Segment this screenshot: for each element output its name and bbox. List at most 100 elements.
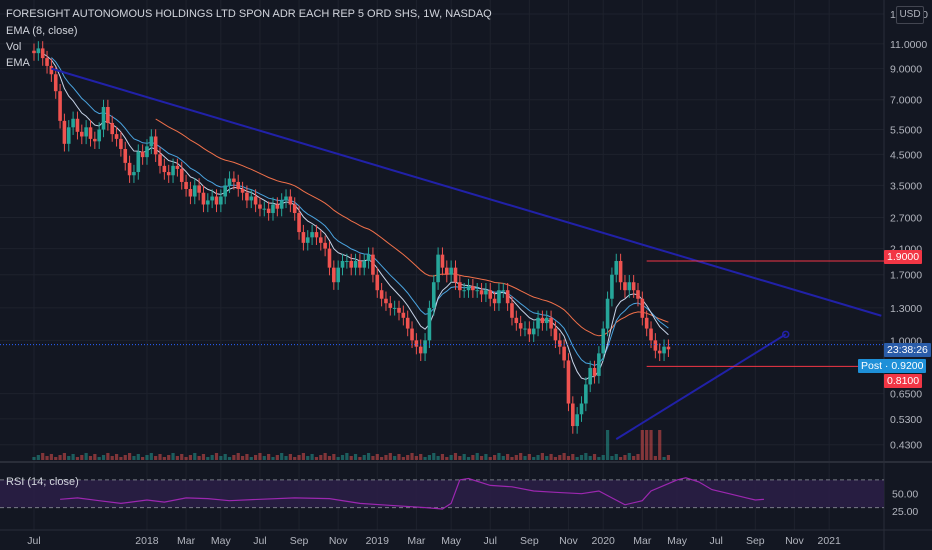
volume-bar <box>558 455 562 460</box>
candle-body <box>101 106 106 130</box>
candle-body <box>93 138 97 142</box>
candle-body <box>253 196 258 205</box>
volume-bar <box>284 456 288 460</box>
candle-body <box>323 242 327 249</box>
volume-bar <box>614 454 618 460</box>
trendline-handle <box>781 330 790 339</box>
volume-legend[interactable]: Vol <box>6 41 22 53</box>
candle-body <box>388 303 393 308</box>
price-axis-label: 2.7000 <box>890 213 922 225</box>
volume-bar <box>301 453 306 460</box>
volume-bar <box>427 455 432 460</box>
candle-body <box>188 189 193 197</box>
candle-body <box>119 138 123 149</box>
volume-bar <box>649 430 653 460</box>
volume-bar <box>236 453 240 460</box>
volume-bar <box>93 454 97 460</box>
ema-fast-legend[interactable]: EMA (8, close) <box>6 25 78 37</box>
volume-bar <box>397 454 401 460</box>
candle-body <box>488 290 493 299</box>
price-axis-label: 4.5000 <box>890 149 922 161</box>
volume-bar <box>353 454 358 460</box>
volume-bar <box>227 457 232 460</box>
volume-bar <box>501 456 505 460</box>
candle-body <box>219 196 223 205</box>
price-axis-label: 3.5000 <box>890 180 922 192</box>
candle-body <box>584 384 588 404</box>
candle-body <box>32 50 36 54</box>
volume-bar <box>49 454 53 460</box>
candle-body <box>305 237 310 243</box>
rsi-legend[interactable]: RSI (14, close) <box>6 476 79 488</box>
candle-body <box>544 317 549 324</box>
volume-bar <box>384 455 388 460</box>
volume-bar <box>314 457 319 460</box>
time-axis-label: May <box>441 535 462 547</box>
candle-body <box>162 165 167 173</box>
candle-body <box>592 367 597 376</box>
volume-bar <box>193 453 197 460</box>
candle-body <box>405 317 410 329</box>
volume-bar <box>332 454 336 460</box>
volume-bar <box>75 457 80 460</box>
ascending-trendline <box>615 333 787 440</box>
volume-bar <box>406 455 410 460</box>
candle-body <box>123 148 128 163</box>
candle-body <box>531 328 536 335</box>
candle-body <box>410 328 414 341</box>
time-axis-label: Jul <box>709 535 722 547</box>
volume-bar <box>267 454 271 460</box>
volume-bar <box>566 456 571 460</box>
currency-button[interactable]: USD <box>896 6 924 24</box>
volume-bar <box>62 453 67 460</box>
volume-bar <box>97 457 101 460</box>
candle-body <box>618 260 623 283</box>
candle-body <box>58 91 62 121</box>
rsi-line <box>60 477 765 510</box>
volume-bar <box>636 454 640 460</box>
candle-body <box>62 120 67 144</box>
candle-body <box>249 196 254 201</box>
volume-bar <box>536 455 540 460</box>
volume-bar <box>619 457 623 460</box>
volume-bar <box>175 456 179 460</box>
candle-body <box>214 196 219 205</box>
candle-body <box>414 340 419 347</box>
candle-body <box>227 178 232 186</box>
volume-bar <box>401 457 405 460</box>
volume-bar <box>510 457 514 460</box>
candle-body <box>379 290 384 299</box>
candle-body <box>614 260 619 275</box>
volume-bar <box>371 456 375 460</box>
candle-body <box>497 290 501 304</box>
candle-body <box>71 118 75 128</box>
volume-bar <box>658 430 662 460</box>
time-axis-label: May <box>667 535 688 547</box>
candle-body <box>353 260 358 268</box>
candle-body <box>201 192 206 205</box>
volume-bar <box>462 454 466 460</box>
volume-bar <box>532 457 536 460</box>
volume-bar <box>214 453 219 460</box>
ema-slow-legend[interactable]: EMA <box>6 57 30 69</box>
candle-body <box>514 317 519 324</box>
candle-body <box>484 290 488 295</box>
volume-bar <box>162 457 166 460</box>
volume-bar <box>336 457 340 460</box>
rsi-axis-label: 50.00 <box>892 489 918 501</box>
volume-bar <box>440 454 445 460</box>
volume-bar <box>145 455 149 460</box>
volume-bar <box>549 454 553 460</box>
volume-bar <box>345 453 349 460</box>
candle-body <box>588 367 592 385</box>
volume-bar <box>54 457 58 460</box>
volume-bar <box>349 456 353 460</box>
resistance-price-tag: 1.9000 <box>884 250 923 264</box>
candle-body <box>88 127 93 139</box>
volume-bar <box>393 456 397 460</box>
volume-bar <box>188 455 193 460</box>
candle-body <box>36 48 41 54</box>
volume-bar <box>201 454 206 460</box>
volume-bar <box>575 457 579 460</box>
